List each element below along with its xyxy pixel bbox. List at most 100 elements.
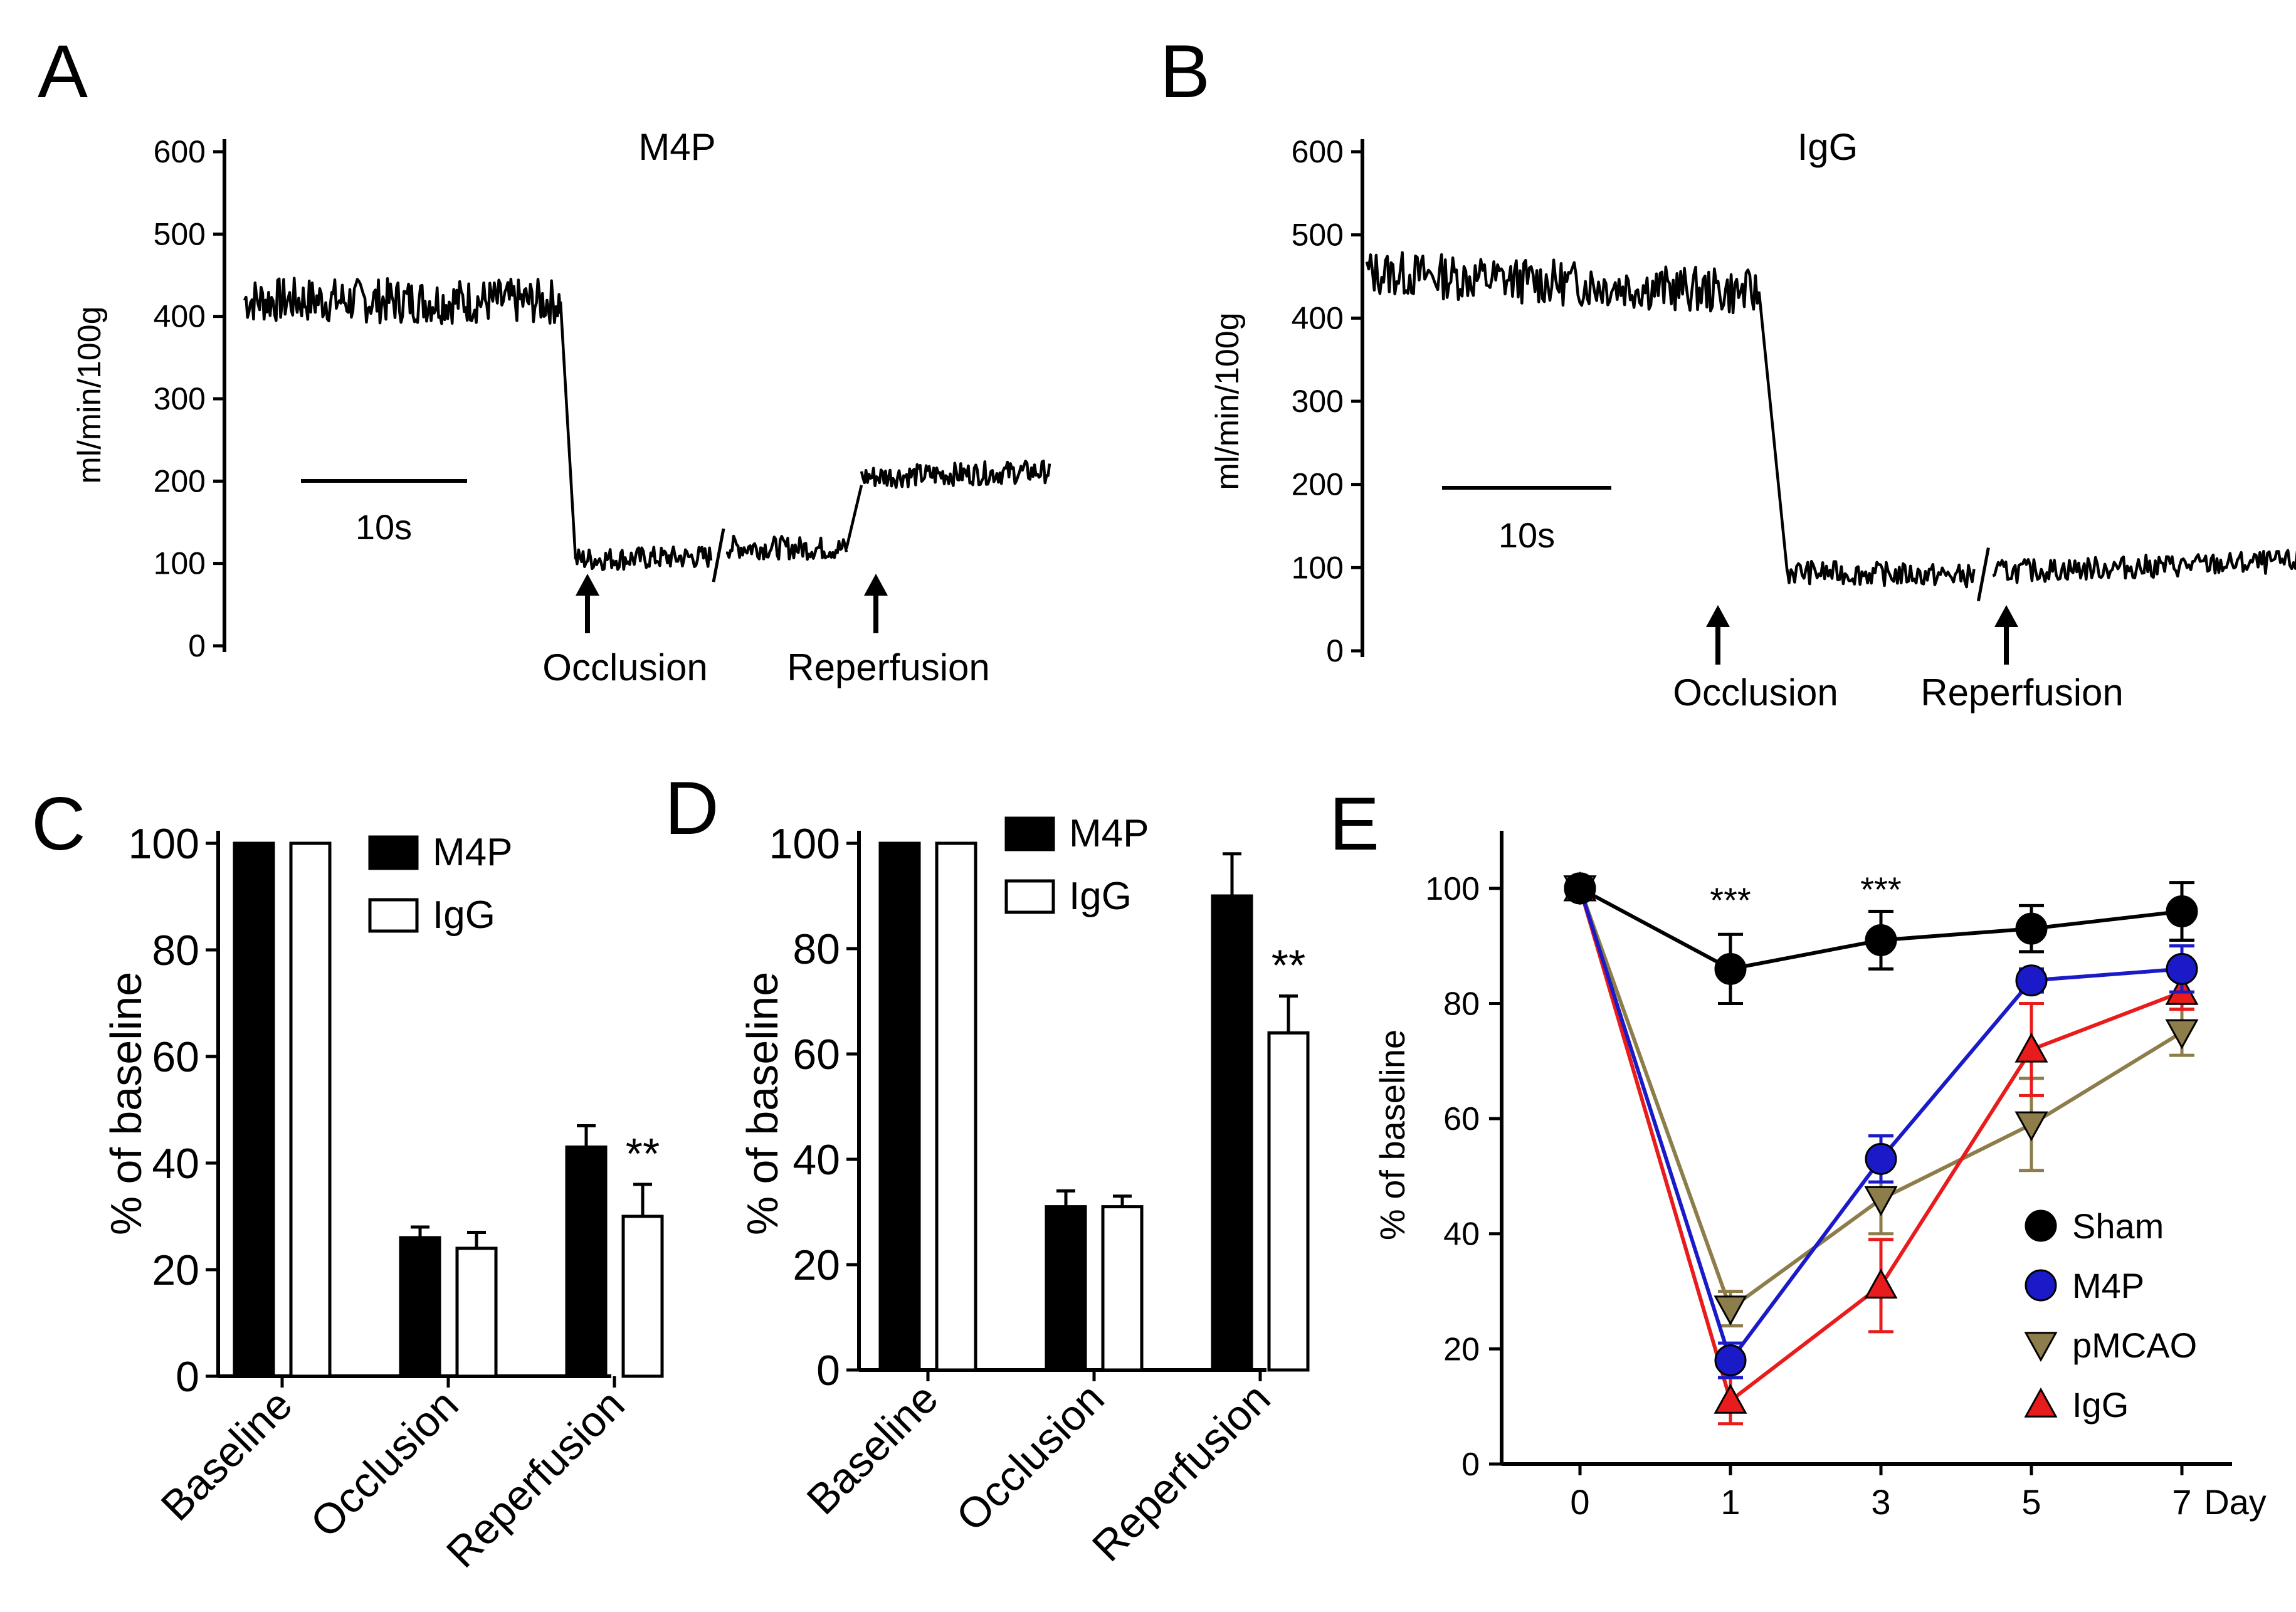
- legend-swatch-m4p: [1004, 816, 1055, 851]
- x-tick-label: Occlusion: [302, 1381, 468, 1547]
- y-tick-label: 80: [793, 925, 840, 973]
- panel-b-trace: [1365, 251, 2296, 602]
- x-tick-label: Baseline: [798, 1374, 947, 1524]
- bar-m4p-reperfusion: [1211, 894, 1253, 1372]
- y-tick-label: 600: [154, 134, 206, 169]
- y-tick-label: 100: [129, 820, 199, 868]
- data-point-igg: [1864, 1268, 1898, 1299]
- significance-mark: **: [626, 1129, 660, 1178]
- trace-segment: [574, 545, 713, 571]
- panel-b-arrow-reperfusion: [1994, 605, 2018, 665]
- y-tick-label: 400: [1292, 300, 1344, 335]
- panel-d: % of baseline 0 20 40 60 80 100 Baseline Occlus…: [738, 812, 1310, 1571]
- panel-b-occlusion-label: Occlusion: [1673, 672, 1838, 714]
- y-tick-label: 20: [152, 1246, 199, 1294]
- y-tick-label: 40: [1443, 1216, 1480, 1253]
- panel-letter-a: A: [38, 29, 88, 113]
- panel-c-chart: 0 20 40 60 80 100 Baseline OcclusionReperfusion…: [129, 820, 664, 1577]
- panel-b-ylabel: ml/min/100g: [1209, 312, 1246, 490]
- trace-segment: [1786, 560, 1976, 589]
- bar-igg-reperfusion: [1267, 1031, 1310, 1372]
- significance-mark: **: [1272, 941, 1305, 990]
- legend-label-m4p: M4P: [1069, 812, 1149, 855]
- y-tick-label: 60: [1443, 1101, 1480, 1137]
- y-tick-label: 100: [1292, 550, 1344, 585]
- series-sham: [1564, 872, 2198, 1005]
- y-tick-label: 0: [176, 1353, 199, 1401]
- significance-mark: ***: [1710, 880, 1751, 920]
- panel-a-arrow-occlusion: [576, 574, 599, 633]
- bar-m4p-occlusion: [399, 1236, 441, 1378]
- panel-c-ylabel: % of baseline: [102, 972, 150, 1235]
- panel-e-ylabel: % of baseline: [1372, 1030, 1412, 1240]
- data-point-pmcao: [2014, 1111, 2048, 1142]
- legend-marker-pmcao: [2024, 1332, 2058, 1362]
- bar-igg-occlusion: [455, 1246, 498, 1378]
- legend-swatch-igg: [368, 898, 419, 933]
- panel-a-trace: [243, 277, 1051, 582]
- panel-a-y-axis: 0 100 200 300 400 500 600: [154, 134, 226, 663]
- data-point-m4p: [1865, 1142, 1897, 1175]
- axis-break-mark: [1976, 547, 1990, 602]
- y-tick-label: 60: [793, 1031, 840, 1078]
- data-point-sham: [2015, 912, 2048, 945]
- bar-igg-reperfusion: [621, 1214, 664, 1378]
- legend-swatch-m4p: [368, 835, 419, 870]
- y-tick-label: 0: [1461, 1446, 1480, 1483]
- bar-m4p-baseline: [878, 841, 921, 1372]
- bar-igg-baseline: [289, 841, 332, 1378]
- panel-letter-d: D: [665, 766, 719, 850]
- y-tick-label: 100: [154, 546, 206, 581]
- panel-b-y-axis: 0 100 200 300 400 500 600: [1292, 134, 1364, 668]
- data-point-m4p: [1714, 1344, 1747, 1377]
- significance-mark: ***: [1860, 870, 1901, 909]
- trace-segment: [243, 277, 562, 325]
- data-point-pmcao: [2165, 1019, 2199, 1050]
- panel-e: % of baseline 0 20 40 60 80 100 0 1 3 5 7 Day *** ***…: [1372, 831, 2267, 1522]
- bar-m4p-occlusion: [1045, 1205, 1087, 1372]
- trace-segment: [1365, 251, 1761, 315]
- panel-a-occlusion-label: Occlusion: [542, 646, 707, 688]
- y-tick-label: 0: [1326, 633, 1344, 668]
- y-tick-label: 100: [769, 820, 840, 868]
- panel-a-reperfusion-label: Reperfusion: [787, 646, 990, 688]
- trace-segment: [1757, 293, 1789, 572]
- trace-segment: [845, 485, 863, 549]
- legend-label-m4p: M4P: [433, 831, 512, 874]
- panel-a-scalebar-label: 10s: [355, 507, 412, 547]
- y-tick-label: 20: [793, 1241, 840, 1289]
- y-tick-label: 300: [1292, 384, 1344, 419]
- x-tick-label: 1: [1720, 1482, 1740, 1522]
- legend-marker-igg: [2024, 1387, 2058, 1418]
- y-tick-label: 40: [152, 1140, 199, 1188]
- y-tick-label: 200: [1292, 467, 1344, 502]
- legend-label-igg: IgG: [2072, 1385, 2129, 1425]
- axis-break-mark: [712, 528, 725, 582]
- y-tick-label: 300: [154, 381, 206, 416]
- x-tick-label: Reperfusion: [438, 1381, 634, 1577]
- y-tick-label: 80: [1443, 986, 1480, 1022]
- y-tick-label: 0: [816, 1347, 840, 1394]
- x-tick-label: Occlusion: [947, 1374, 1114, 1541]
- legend-label-igg: IgG: [1069, 875, 1132, 918]
- panel-e-chart: 0 20 40 60 80 100 0 1 3 5 7 Day *** *** Sham M4P pMCAO Ig…: [1425, 831, 2267, 1522]
- panel-letter-e: E: [1329, 782, 1379, 866]
- panel-letter-c: C: [31, 782, 86, 866]
- y-tick-label: 20: [1443, 1331, 1480, 1367]
- data-point-igg: [2014, 1032, 2048, 1063]
- legend-label-sham: Sham: [2072, 1206, 2164, 1246]
- panel-b-reperfusion-label: Reperfusion: [1920, 672, 2124, 714]
- y-tick-label: 80: [152, 927, 199, 974]
- panel-letter-b: B: [1160, 29, 1210, 113]
- data-point-sham: [1865, 924, 1897, 956]
- y-tick-label: 40: [793, 1136, 840, 1184]
- panel-d-ylabel: % of baseline: [738, 972, 787, 1235]
- y-tick-label: 500: [154, 216, 206, 251]
- data-point-pmcao: [1864, 1186, 1898, 1216]
- legend-label-m4p: M4P: [2072, 1266, 2144, 1305]
- legend-swatch-igg: [1004, 879, 1055, 914]
- bar-m4p-reperfusion: [565, 1146, 608, 1378]
